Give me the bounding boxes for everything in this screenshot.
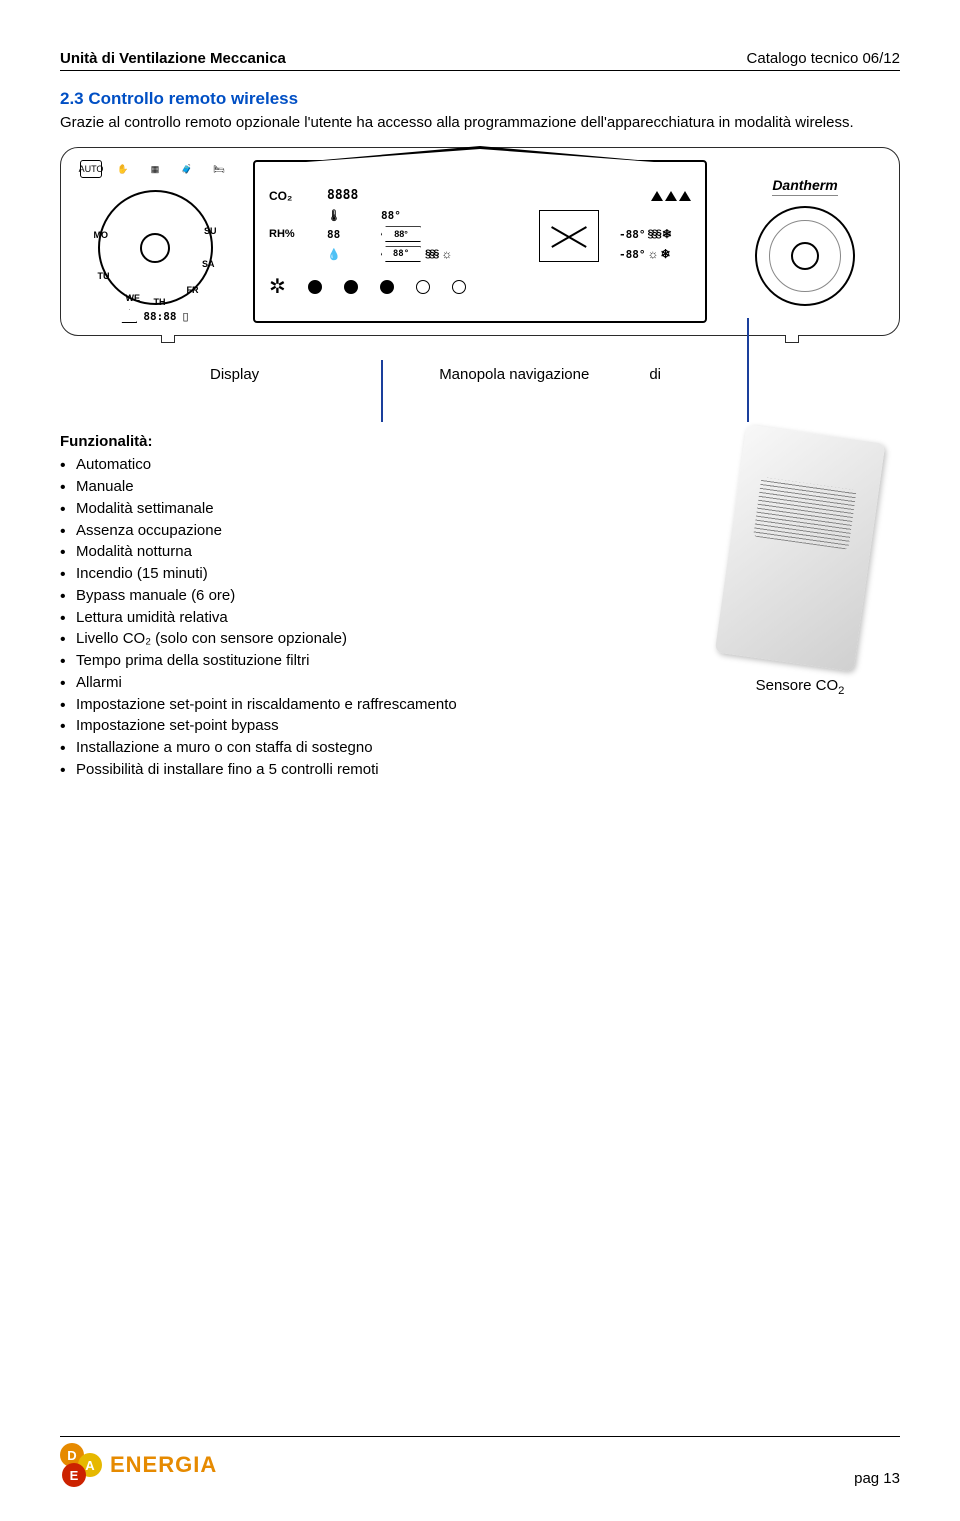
speed-dot xyxy=(344,280,358,294)
co2-label: CO₂ xyxy=(269,189,317,203)
remote-panel: AUTO ✋ ▦ 🧳 🛏 MO TU WE TH FR SA SU xyxy=(60,147,900,336)
thermometer-icon: 🌡 xyxy=(327,209,373,222)
co2-value: 8888 xyxy=(327,188,358,203)
week-mode-icon: ▦ xyxy=(144,160,166,178)
header-right: Catalogo tecnico 06/12 xyxy=(747,50,900,67)
functionality-block: Funzionalità: Automatico Manuale Modalit… xyxy=(60,433,640,780)
auto-mode-icon: AUTO xyxy=(80,160,102,178)
callout-display: Display xyxy=(210,366,259,383)
speed-dot xyxy=(308,280,322,294)
list-item: Tempo prima della sostituzione filtri xyxy=(76,650,640,672)
mount-tab xyxy=(785,335,799,343)
list-item: Installazione a muro o con staffa di sos… xyxy=(76,737,640,759)
snowflake-icon: ❄ xyxy=(661,247,671,261)
drop-icon: 💧 xyxy=(327,248,373,261)
day-we: WE xyxy=(126,293,141,303)
list-item: Impostazione set-point bypass xyxy=(76,715,640,737)
neg-temp-b: -88° xyxy=(619,248,646,261)
away-mode-icon: 🧳 xyxy=(176,160,198,178)
day-mo: MO xyxy=(94,230,109,240)
callout-line-display xyxy=(381,360,383,422)
speed-dot xyxy=(416,280,430,294)
day-su: SU xyxy=(204,226,217,236)
fan-icon: ✲ xyxy=(269,274,286,299)
callout-line-knob xyxy=(747,318,749,422)
lcd-display: CO₂ 8888 🌡 88° RH% 88 88° xyxy=(253,160,707,323)
logo-e: E xyxy=(62,1463,86,1487)
callout-di: di xyxy=(649,366,661,383)
neg-temp-a: -88° xyxy=(619,228,646,241)
day-fr: FR xyxy=(187,285,199,295)
mount-tab xyxy=(161,335,175,343)
list-item: Possibilità di installare fino a 5 contr… xyxy=(76,759,640,781)
fan-speed-row: ✲ xyxy=(269,274,691,299)
functionality-title: Funzionalità: xyxy=(60,433,640,450)
sun-icon: ☼ xyxy=(648,247,659,261)
list-item: Bypass manuale (6 ore) xyxy=(76,585,640,607)
day-th: TH xyxy=(154,297,166,307)
callouts-row: Display Manopola navigazione di xyxy=(60,366,900,383)
warning-icon xyxy=(121,309,137,323)
sensor-caption: Sensore CO2 xyxy=(756,677,845,697)
rh-value: 88 xyxy=(327,228,373,241)
panel-right-column: Dantherm xyxy=(725,160,885,323)
section-intro: Grazie al controllo remoto opzionale l'u… xyxy=(60,113,900,133)
header-left: Unità di Ventilazione Meccanica xyxy=(60,50,286,67)
page-header: Unità di Ventilazione Meccanica Catalogo… xyxy=(60,50,900,71)
navigation-knob[interactable] xyxy=(755,206,855,306)
temp-in: 88° xyxy=(381,209,531,222)
sensor-column: Sensore CO2 xyxy=(700,433,900,780)
flow-arrow-in: 88° xyxy=(381,226,421,242)
rh-label: RH% xyxy=(269,228,319,240)
day-sa: SA xyxy=(202,259,215,269)
flow-arrow-out: 88° xyxy=(381,246,421,262)
section-title: 2.3 Controllo remoto wireless xyxy=(60,89,900,109)
roof-inner xyxy=(306,149,654,162)
callout-nav: Manopola navigazione xyxy=(439,366,589,383)
day-labels: MO TU WE TH FR SA SU xyxy=(100,192,211,303)
list-item: Modalità settimanale xyxy=(76,498,640,520)
day-dial[interactable]: MO TU WE TH FR SA SU xyxy=(98,190,213,305)
footer-logo: D A E ENERGIA xyxy=(60,1443,217,1487)
list-item: Automatico xyxy=(76,454,640,476)
panel-left-column: AUTO ✋ ▦ 🧳 🛏 MO TU WE TH FR SA SU xyxy=(75,160,235,323)
page-number: pag 13 xyxy=(854,1470,900,1487)
list-item: Modalità notturna xyxy=(76,541,640,563)
level-indicator xyxy=(651,191,691,201)
list-item: Incendio (15 minuti) xyxy=(76,563,640,585)
battery-icon: ▯ xyxy=(183,310,189,323)
functionality-list: Automatico Manuale Modalità settimanale … xyxy=(60,454,640,780)
list-item: Impostazione set-point in riscaldamento … xyxy=(76,694,640,716)
list-item: Livello CO₂ (solo con sensore opzionale) xyxy=(76,628,640,650)
page-footer: D A E ENERGIA pag 13 xyxy=(60,1436,900,1487)
heat-exchanger-icon xyxy=(539,210,599,262)
night-mode-icon: 🛏 xyxy=(208,160,230,178)
heat-wave-icon: §§§ xyxy=(648,228,660,240)
list-item: Manuale xyxy=(76,476,640,498)
manual-mode-icon: ✋ xyxy=(112,160,134,178)
co2-sensor-image xyxy=(715,425,886,672)
speed-dot xyxy=(380,280,394,294)
list-item: Assenza occupazione xyxy=(76,520,640,542)
list-item: Lettura umidità relativa xyxy=(76,607,640,629)
clock-display: 88:88 xyxy=(143,310,176,323)
footer-brand: ENERGIA xyxy=(110,1452,217,1478)
speed-dot xyxy=(452,280,466,294)
list-item: Allarmi xyxy=(76,672,640,694)
sun-icon: ☼ xyxy=(441,247,452,261)
brand-logo: Dantherm xyxy=(772,177,837,196)
day-tu: TU xyxy=(98,271,110,281)
heat-wave-icon: §§§ xyxy=(425,248,437,260)
snowflake-icon: ❄ xyxy=(662,227,672,241)
